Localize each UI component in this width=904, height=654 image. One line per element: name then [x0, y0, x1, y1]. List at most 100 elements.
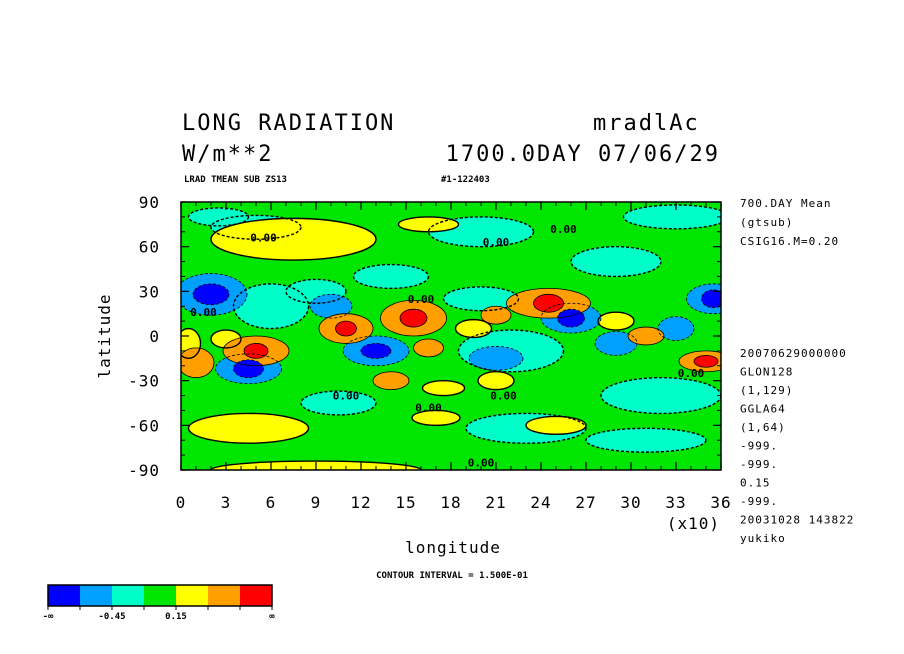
contour-line	[243, 343, 269, 359]
contour-label: 0.00	[415, 401, 442, 414]
x-tick-label: 9	[311, 493, 322, 512]
shaded-feature	[481, 306, 511, 325]
colorbar-swatch	[144, 585, 176, 606]
colorbar-swatch	[48, 585, 80, 606]
shaded-feature	[244, 343, 268, 359]
contour-line	[360, 343, 392, 359]
contour-label: 0.00	[490, 390, 517, 403]
contour-line	[442, 286, 520, 312]
y-tick-label: 30	[139, 282, 160, 301]
shaded-feature	[361, 343, 391, 359]
side-info-line: yukiko	[740, 532, 786, 545]
shaded-feature	[694, 355, 718, 368]
contour-line	[627, 326, 665, 346]
contour-line	[701, 289, 721, 309]
contour-line	[181, 327, 202, 360]
y-tick-label: 60	[139, 238, 160, 257]
shaded-feature	[400, 309, 427, 328]
shaded-feature	[443, 286, 519, 311]
shaded-feature	[211, 218, 376, 261]
contour-line	[525, 415, 587, 435]
x-tick-label: 33	[665, 493, 686, 512]
colorbar-swatch	[176, 585, 208, 606]
shaded-feature	[595, 331, 637, 356]
shaded-feature	[623, 204, 721, 229]
shaded-feature	[533, 294, 564, 313]
contour-label: 0.00	[550, 223, 577, 236]
contour-line	[181, 347, 215, 379]
contour-line	[187, 207, 250, 227]
side-info-line: -999.	[740, 458, 778, 471]
contour-line	[335, 320, 357, 337]
contour-line	[397, 216, 460, 233]
contour-line	[399, 308, 428, 328]
side-info-line: -999.	[740, 440, 778, 453]
contour-line	[210, 460, 422, 470]
contour-line	[454, 318, 493, 339]
side-info-line: 0.15	[740, 477, 771, 490]
contour-line	[232, 283, 310, 330]
shaded-feature	[658, 316, 694, 341]
shaded-feature	[571, 246, 661, 277]
y-tick-label: 0	[149, 327, 160, 346]
x-tick-label: 36	[710, 493, 731, 512]
y-axis-label: latitude	[95, 293, 114, 378]
time-label: 1700.0DAY 07/06/29	[446, 142, 720, 167]
plot-area: 0.00 0.000.000.000.000.000.000.000.000.00…	[128, 193, 731, 512]
shaded-feature	[469, 346, 523, 371]
contour-line	[480, 305, 512, 325]
colorbar-frame	[47, 584, 273, 607]
x-tick-label: 21	[485, 493, 506, 512]
contour-line	[342, 335, 410, 367]
contour-line	[557, 308, 585, 328]
shaded-feature	[601, 377, 721, 414]
x-tick-label: 24	[530, 493, 551, 512]
contour-line	[657, 316, 695, 341]
side-info-line: 20031028 143822	[740, 514, 854, 527]
contour-line	[686, 283, 721, 315]
colorbar-swatch	[80, 585, 112, 606]
contour-line	[181, 273, 248, 316]
side-info-line: GGLA64	[740, 403, 786, 416]
x-tick-label: 27	[575, 493, 596, 512]
contour-line	[352, 263, 430, 290]
colorbar-label: -0.45	[98, 612, 125, 622]
shaded-feature	[181, 347, 214, 378]
contour-line	[233, 359, 264, 379]
shaded-feature	[478, 371, 514, 390]
contour-line	[309, 293, 353, 319]
contour-line	[600, 376, 721, 415]
chart-title: LONG RADIATION	[182, 111, 395, 136]
shaded-feature	[188, 413, 309, 444]
shaded-feature	[188, 207, 249, 226]
side-info-line: CSIG16.M=0.20	[740, 235, 839, 248]
side-info-line: (1,129)	[740, 384, 793, 397]
contour-line	[533, 293, 564, 313]
x-tick-label: 0	[176, 493, 187, 512]
contour-line	[597, 311, 635, 331]
contour-line	[318, 313, 374, 344]
shaded-feature	[628, 327, 664, 345]
colorbar-swatch	[112, 585, 144, 606]
y-tick-label: -90	[128, 461, 160, 480]
contour-line	[222, 335, 290, 367]
side-info-line: 20070629000000	[740, 347, 847, 360]
shaded-feature	[301, 391, 376, 415]
colorbar-label: 0.15	[165, 612, 187, 622]
shaded-feature	[526, 416, 586, 435]
contour-line	[380, 299, 447, 337]
shaded-feature	[353, 264, 429, 289]
y-tick-label: 90	[139, 193, 160, 212]
contour-label: 0.00	[190, 306, 217, 319]
contour-labels: 0.00 0.00 0.00 0.00 0.00 0.00 0.00 0.00 0.00 0.00	[190, 223, 704, 470]
contour-interval-text: CONTOUR INTERVAL = 1.500E-01	[376, 571, 528, 581]
contour-line	[300, 390, 377, 416]
contour-line	[210, 214, 302, 240]
contour-line	[215, 353, 282, 385]
units-label: W/m**2	[182, 142, 273, 167]
shaded-feature	[373, 371, 409, 390]
contour-line	[465, 412, 587, 444]
y-tick-label: -60	[128, 416, 160, 435]
x-axis-label: longitude	[405, 538, 501, 557]
